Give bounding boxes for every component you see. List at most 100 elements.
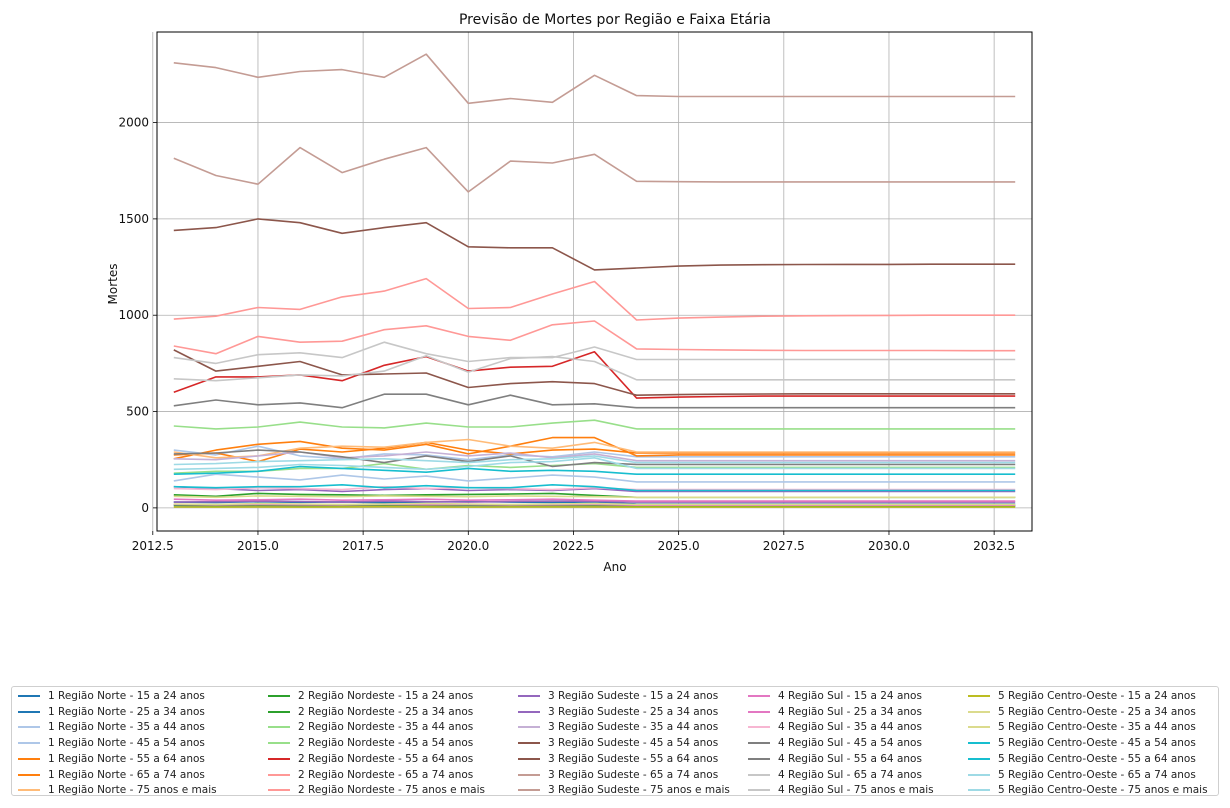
series-line-21 xyxy=(173,53,1016,105)
legend-label: 4 Região Sul - 15 a 24 anos xyxy=(778,690,922,702)
y-tick-label: 500 xyxy=(126,405,149,419)
legend-label: 3 Região Sudeste - 65 a 74 anos xyxy=(548,768,719,781)
legend-swatch xyxy=(968,773,990,776)
legend-label: 1 Região Norte - 35 a 44 anos xyxy=(48,721,205,734)
legend-item: 2 Região Nordeste - 65 a 74 anos xyxy=(268,767,473,783)
legend-label: 5 Região Centro-Oeste - 55 a 64 anos xyxy=(998,752,1196,765)
legend-swatch xyxy=(268,695,290,697)
plot-area xyxy=(156,31,1033,532)
y-tick-label: 1000 xyxy=(118,308,149,322)
legend-item: 3 Região Sudeste - 65 a 74 anos xyxy=(518,767,718,783)
legend-label: 2 Região Nordeste - 25 a 34 anos xyxy=(298,705,474,718)
legend-swatch xyxy=(268,773,290,776)
legend-swatch xyxy=(18,742,40,745)
legend-label: 3 Região Sudeste - 15 a 24 anos xyxy=(548,690,719,702)
legend-item: 5 Região Centro-Oeste - 45 a 54 anos xyxy=(968,735,1196,751)
legend-item: 2 Região Nordeste - 55 a 64 anos xyxy=(268,751,473,767)
legend-item: 4 Região Sul - 25 a 34 anos xyxy=(748,704,922,720)
legend-label: 4 Região Sul - 35 a 44 anos xyxy=(778,721,922,734)
series-line-5 xyxy=(173,441,1016,463)
legend-item: 1 Região Norte - 75 anos e mais xyxy=(18,782,217,798)
legend-swatch xyxy=(968,710,990,713)
series-line-34 xyxy=(173,456,1016,471)
legend-label: 1 Região Norte - 75 anos e mais xyxy=(48,784,217,797)
legend-item: 4 Região Sul - 35 a 44 anos xyxy=(748,719,922,735)
legend-item: 4 Região Sul - 75 anos e mais xyxy=(748,782,934,798)
series-line-26 xyxy=(173,393,1016,409)
legend-label: 4 Região Sul - 25 a 34 anos xyxy=(778,705,922,718)
y-axis-label: Mortes xyxy=(106,264,120,305)
legend-swatch xyxy=(968,695,990,697)
legend-swatch xyxy=(268,710,290,713)
legend-item: 4 Região Sul - 45 a 54 anos xyxy=(748,735,922,751)
legend-item: 3 Região Sudeste - 55 a 64 anos xyxy=(518,751,718,767)
legend-item: 3 Região Sudeste - 15 a 24 anos xyxy=(518,688,718,704)
x-tick-label: 2020.0 xyxy=(447,539,489,553)
legend-swatch xyxy=(748,773,770,776)
legend-item: 2 Região Nordeste - 75 anos e mais xyxy=(268,782,485,798)
legend-label: 3 Região Sudeste - 75 anos e mais xyxy=(548,784,730,797)
legend-label: 4 Região Sul - 45 a 54 anos xyxy=(778,737,922,750)
legend-item: 3 Região Sudeste - 25 a 34 anos xyxy=(518,704,718,720)
legend-item: 1 Região Norte - 25 a 34 anos xyxy=(18,704,205,720)
legend-label: 5 Região Centro-Oeste - 75 anos e mais xyxy=(998,784,1208,797)
legend-swatch xyxy=(748,757,770,760)
legend-item: 2 Região Nordeste - 45 a 54 anos xyxy=(268,735,473,751)
legend-item: 5 Região Centro-Oeste - 35 a 44 anos xyxy=(968,719,1196,735)
legend-item: 2 Região Nordeste - 35 a 44 anos xyxy=(268,719,473,735)
series-line-30 xyxy=(173,502,1016,506)
series-line-3 xyxy=(173,473,1016,483)
series-line-10 xyxy=(173,462,1016,474)
x-axis-label: Ano xyxy=(603,560,626,574)
series-line-27 xyxy=(173,354,1016,382)
series-line-35 xyxy=(173,455,1016,466)
legend-item: 1 Região Norte - 45 a 54 anos xyxy=(18,735,205,751)
x-tick-label: 2017.5 xyxy=(342,539,384,553)
legend-swatch xyxy=(18,789,40,792)
legend-label: 1 Região Norte - 15 a 24 anos xyxy=(48,690,205,702)
x-axis-ticks: 2012.5 2015.0 2017.5 2020.0 2022.5 2025.0 2027… xyxy=(132,531,1015,553)
legend-label: 5 Região Centro-Oeste - 15 a 24 anos xyxy=(998,690,1196,702)
legend-swatch xyxy=(518,773,540,776)
legend-swatch xyxy=(748,789,770,792)
legend-item: 3 Região Sudeste - 45 a 54 anos xyxy=(518,735,718,751)
legend-label: 2 Região Nordeste - 35 a 44 anos xyxy=(298,721,474,734)
x-tick-label: 2025.0 xyxy=(658,539,700,553)
legend-swatch xyxy=(18,773,40,776)
x-tick-label: 2012.5 xyxy=(132,539,174,553)
legend-label: 5 Região Centro-Oeste - 35 a 44 anos xyxy=(998,721,1196,734)
series-line-25 xyxy=(173,449,1016,468)
line-chart: Previsão de Mortes por Região e Faixa Et… xyxy=(106,12,1033,574)
legend-item: 1 Região Norte - 35 a 44 anos xyxy=(18,719,205,735)
x-tick-label: 2030.0 xyxy=(868,539,910,553)
legend-swatch xyxy=(968,742,990,745)
legend-item: 5 Região Centro-Oeste - 65 a 74 anos xyxy=(968,767,1196,783)
series-line-12 xyxy=(173,350,1016,399)
series-line-32 xyxy=(173,483,1016,492)
legend-item: 5 Região Centro-Oeste - 55 a 64 anos xyxy=(968,751,1196,767)
y-tick-label: 2000 xyxy=(118,116,149,130)
legend-label: 1 Região Norte - 65 a 74 anos xyxy=(48,768,205,781)
legend-item: 5 Região Centro-Oeste - 25 a 34 anos xyxy=(968,704,1196,720)
legend-label: 4 Região Sul - 55 a 64 anos xyxy=(778,752,922,765)
legend-swatch xyxy=(968,789,990,792)
series-line-24 xyxy=(173,485,1016,491)
chart-legend: 1 Região Norte - 15 a 24 anos 1 Região No… xyxy=(11,686,1219,796)
legend-label: 2 Região Nordeste - 65 a 74 anos xyxy=(298,768,474,781)
x-tick-label: 2022.5 xyxy=(552,539,594,553)
legend-label: 4 Região Sul - 75 anos e mais xyxy=(778,784,934,797)
legend-swatch xyxy=(518,726,540,729)
legend-label: 2 Região Nordeste - 55 a 64 anos xyxy=(298,752,474,765)
legend-swatch xyxy=(18,757,40,760)
legend-item: 1 Região Norte - 55 a 64 anos xyxy=(18,751,205,767)
y-axis-ticks: 0 500 1000 1500 2000 xyxy=(118,116,157,515)
legend-label: 2 Região Nordeste - 15 a 24 anos xyxy=(298,690,474,702)
legend-label: 2 Região Nordeste - 45 a 54 anos xyxy=(298,737,474,750)
legend-label: 3 Região Sudeste - 55 a 64 anos xyxy=(548,752,719,765)
series-line-6 xyxy=(173,436,1016,460)
series-line-11 xyxy=(173,419,1016,430)
legend-label: 3 Região Sudeste - 45 a 54 anos xyxy=(548,737,719,750)
legend-item: 3 Região Sudeste - 75 anos e mais xyxy=(518,782,730,798)
x-tick-label: 2015.0 xyxy=(237,539,279,553)
series-line-13 xyxy=(173,320,1016,355)
